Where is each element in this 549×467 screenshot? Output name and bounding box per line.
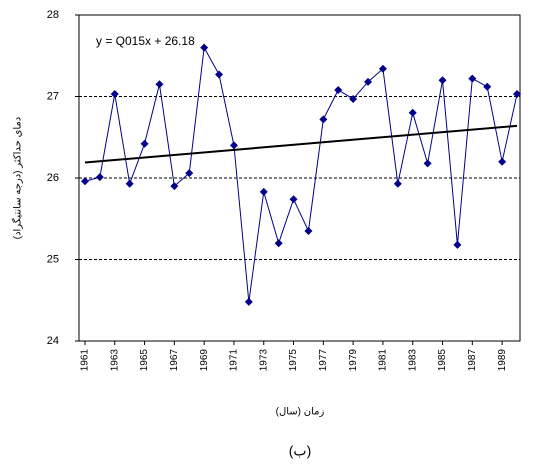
marker [483, 82, 492, 91]
trend-line [84, 124, 518, 164]
marker [438, 76, 447, 85]
marker [423, 159, 432, 168]
marker [244, 297, 253, 306]
marker [125, 179, 134, 188]
x-tick-label: 1983 [407, 349, 418, 372]
marker [349, 94, 358, 103]
y-tick-label: 28 [47, 9, 59, 21]
marker [513, 90, 522, 99]
equation: y = Q015x + 26.18 [96, 34, 195, 48]
x-tick-label: 1975 [288, 349, 299, 372]
x-tick-label: 1989 [497, 349, 508, 372]
marker [215, 70, 224, 79]
marker [304, 226, 313, 235]
marker [468, 74, 477, 83]
marker [80, 177, 89, 186]
x-tick-label: 1969 [199, 349, 210, 372]
caption: (ب) [289, 443, 312, 459]
marker [364, 77, 373, 86]
marker [334, 85, 343, 94]
x-tick-label: 1971 [229, 349, 240, 372]
marker [378, 64, 387, 73]
marker [110, 90, 119, 99]
x-tick-label: 1981 [378, 349, 389, 372]
y-tick-label: 24 [47, 335, 59, 347]
plot-frame [78, 14, 521, 342]
marker [453, 240, 462, 249]
marker [289, 195, 298, 204]
marker [155, 80, 164, 89]
marker [274, 239, 283, 248]
marker [140, 139, 149, 148]
x-tick-label: 1973 [258, 349, 269, 372]
x-tick-label: 1961 [80, 349, 91, 372]
x-axis-label: زمان (سال) [276, 407, 325, 418]
marker [170, 182, 179, 191]
y-tick-label: 27 [47, 90, 59, 102]
x-tick-label: 1963 [109, 349, 120, 372]
x-tick-label: 1965 [139, 349, 150, 372]
x-tick-label: 1985 [437, 349, 448, 372]
y-axis-label: دمای حداکثر (درجه سانتیگراد) [12, 117, 24, 240]
marker [408, 108, 417, 117]
x-tick-label: 1967 [169, 349, 180, 372]
marker [393, 179, 402, 188]
marker [200, 43, 209, 52]
marker [229, 141, 238, 150]
marker [95, 173, 104, 182]
x-tick-label: 1979 [348, 349, 359, 372]
marker [259, 187, 268, 196]
x-tick-label: 1987 [467, 349, 478, 372]
data-line [84, 46, 518, 302]
marker [498, 157, 507, 166]
marker [185, 169, 194, 178]
x-tick-label: 1977 [318, 349, 329, 372]
marker [319, 115, 328, 124]
y-tick-label: 26 [47, 172, 59, 184]
y-tick-label: 25 [47, 253, 59, 265]
